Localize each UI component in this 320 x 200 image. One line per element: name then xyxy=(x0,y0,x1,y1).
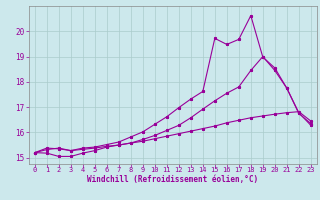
X-axis label: Windchill (Refroidissement éolien,°C): Windchill (Refroidissement éolien,°C) xyxy=(87,175,258,184)
